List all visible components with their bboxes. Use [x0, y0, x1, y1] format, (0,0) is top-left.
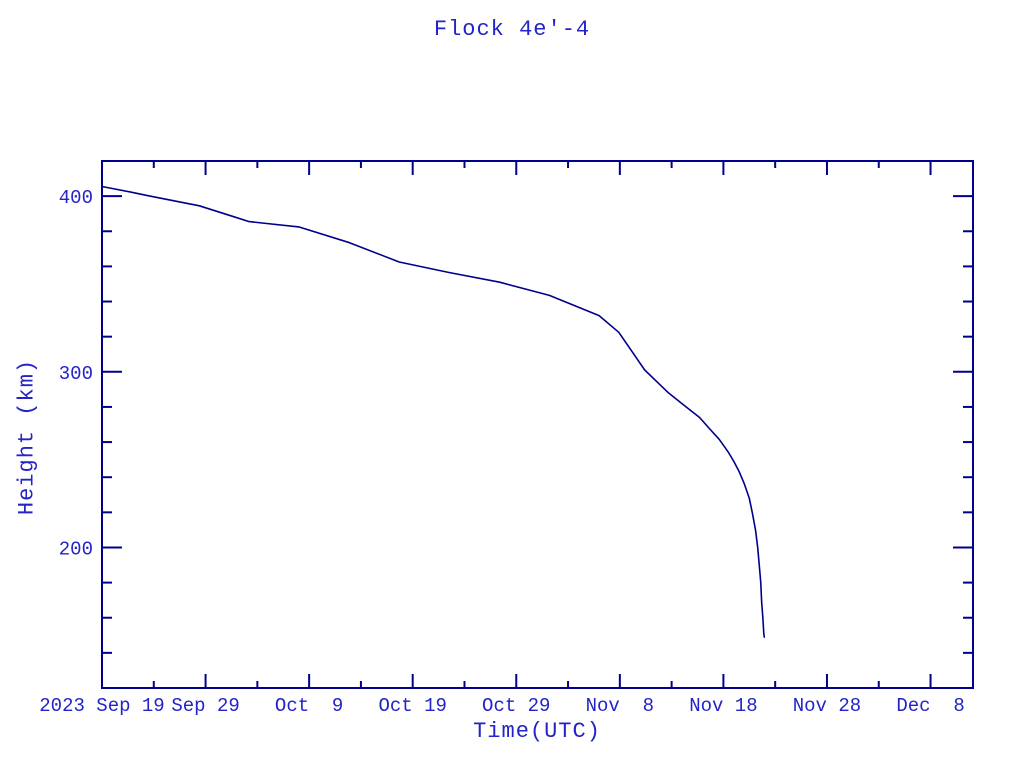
y-tick-label: 300	[59, 363, 93, 385]
x-tick-label: Sep 29	[171, 695, 239, 717]
x-tick-label: Oct 29	[482, 695, 550, 717]
x-tick-label: Nov 8	[586, 695, 654, 717]
x-tick-label: 2023 Sep 19	[39, 695, 164, 717]
x-axis-title: Time(UTC)	[473, 719, 601, 744]
decay-curve	[101, 185, 766, 638]
y-tick-label: 400	[59, 187, 93, 209]
plot-box	[101, 160, 974, 689]
x-tick-label: Oct 9	[275, 695, 343, 717]
x-tick-label: Nov 18	[689, 695, 757, 717]
y-tick-label: 200	[59, 538, 93, 560]
x-tick-label: Nov 28	[793, 695, 861, 717]
x-tick-label: Oct 19	[378, 695, 446, 717]
x-tick-label: Dec 8	[896, 695, 964, 717]
y-axis-title: Height (km)	[14, 358, 40, 516]
chart-title: Flock 4e'-4	[433, 17, 591, 42]
